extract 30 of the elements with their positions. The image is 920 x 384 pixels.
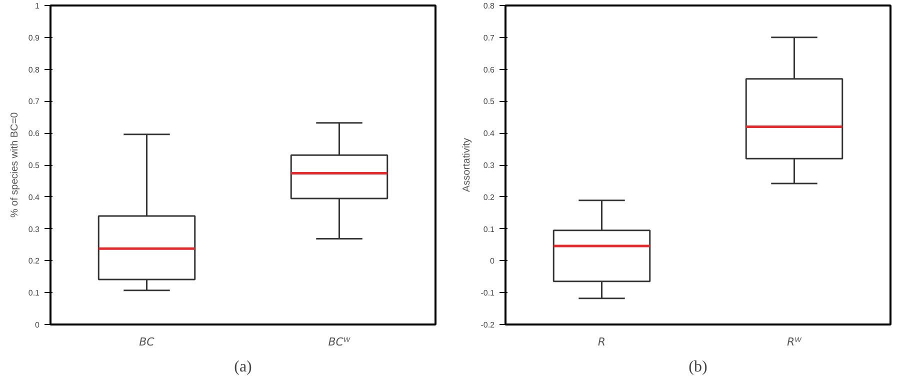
y-axis-title: % of species with BC=0: [9, 112, 20, 218]
x-tick-label: BC: [139, 336, 155, 348]
x-tick-label: Rᵂ: [787, 336, 803, 348]
y-tick-label: -0.2: [480, 320, 496, 330]
y-tick-label: 0.4: [483, 129, 496, 138]
y-tick-label: 0.4: [28, 192, 40, 202]
y-tick-label: 0.8: [483, 2, 496, 10]
y-tick-label: 0.7: [28, 97, 40, 106]
y-tick-label: 0.5: [483, 97, 496, 106]
y-tick-label: 0: [490, 256, 496, 266]
y-tick-label: 0.8: [28, 65, 40, 74]
y-tick-label: 0.6: [28, 129, 40, 138]
y-tick-label: 0.9: [28, 33, 40, 42]
y-tick-label: 0: [35, 320, 40, 330]
y-tick-label: 0.6: [483, 65, 496, 74]
y-tick-label: 0.2: [483, 192, 496, 202]
x-tick-label: R: [598, 336, 606, 348]
y-tick-label: 1: [35, 2, 40, 10]
y-tick-label: 0.2: [28, 256, 40, 266]
y-tick-label: -0.1: [480, 288, 496, 298]
y-tick-label: 0.3: [28, 224, 40, 234]
text: (a): [234, 358, 252, 376]
x-tick-label: BCᵂ: [328, 336, 352, 348]
y-tick-label: 0.1: [483, 224, 496, 234]
y-tick-label: 0.1: [28, 288, 40, 298]
y-tick-label: 0.7: [483, 33, 496, 42]
y-tick-label: 0.3: [483, 161, 496, 170]
y-tick-label: 0.5: [28, 161, 40, 170]
text: (b): [688, 358, 708, 376]
y-axis-title: Assortativity: [462, 138, 473, 192]
